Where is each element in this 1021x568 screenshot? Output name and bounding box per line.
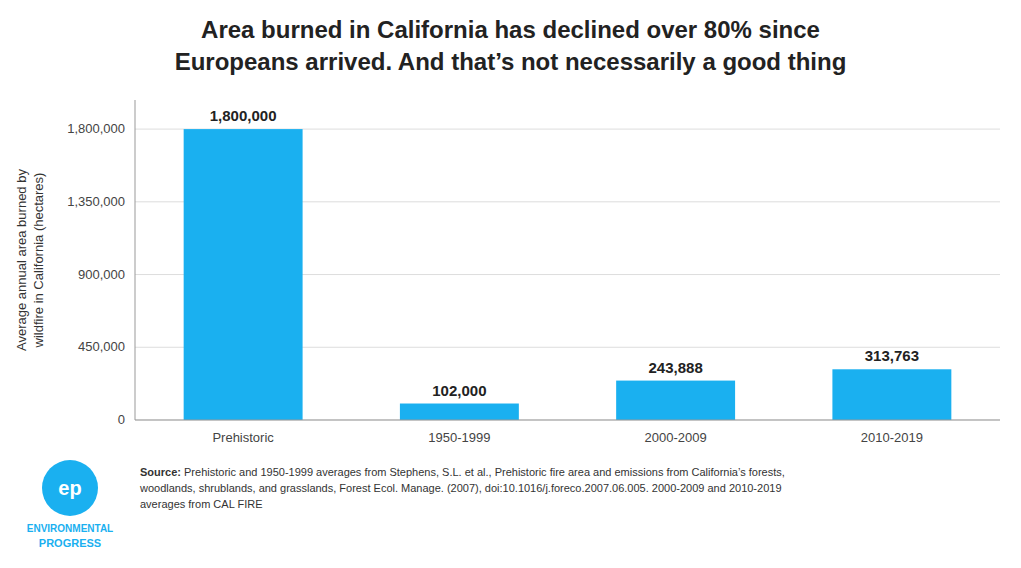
y-tick-label: 1,800,000 <box>67 121 125 136</box>
y-tick-label: 1,350,000 <box>67 194 125 209</box>
bars <box>184 129 952 420</box>
bar <box>616 381 735 420</box>
bar <box>184 129 303 420</box>
bar <box>832 369 951 420</box>
y-axis-line <box>135 100 136 420</box>
x-tick-label: 1950-1999 <box>428 430 490 445</box>
y-tick-label: 900,000 <box>78 267 125 282</box>
x-axis-line <box>135 420 1000 421</box>
y-tick-label: 450,000 <box>78 339 125 354</box>
source-text: Prehistoric and 1950-1999 averages from … <box>181 466 785 478</box>
y-tick-label: 0 <box>118 412 125 427</box>
chart: Area burned in California has declined o… <box>0 0 1021 568</box>
grid <box>135 129 1000 420</box>
source-text: woodlands, shrublands, and grasslands, F… <box>139 482 782 494</box>
logo-text: ep <box>58 477 81 499</box>
data-label: 313,763 <box>865 347 919 364</box>
source: Source: Prehistoric and 1950-1999 averag… <box>140 466 785 478</box>
logo-text: PROGRESS <box>39 537 101 549</box>
bar <box>400 404 519 420</box>
logo-text: ENVIRONMENTAL <box>27 523 113 534</box>
source-text: averages from CAL FIRE <box>140 498 262 510</box>
data-label: 102,000 <box>432 382 486 399</box>
x-tick-label: 2000-2009 <box>645 430 707 445</box>
source-label: Source: <box>140 466 181 478</box>
data-labels: 1,800,000 102,000 243,888 313,763 <box>210 107 919 398</box>
x-tick-label: 2010-2019 <box>861 430 923 445</box>
source: woodlands, shrublands, and grasslands, F… <box>139 482 782 494</box>
y-axis-label: wildfire in California (hectares) <box>31 173 46 349</box>
grid-line <box>135 420 1000 421</box>
title: Europeans arrived. And that’s not necess… <box>175 48 847 75</box>
logo-circle <box>42 460 98 516</box>
title: Area burned in California has declined o… <box>201 16 820 43</box>
data-label: 1,800,000 <box>210 107 277 124</box>
data-label: 243,888 <box>649 359 703 376</box>
source: averages from CAL FIRE <box>140 498 262 510</box>
x-tick-label: Prehistoric <box>212 430 274 445</box>
y-axis-label: Average annual area burned by <box>14 169 29 351</box>
